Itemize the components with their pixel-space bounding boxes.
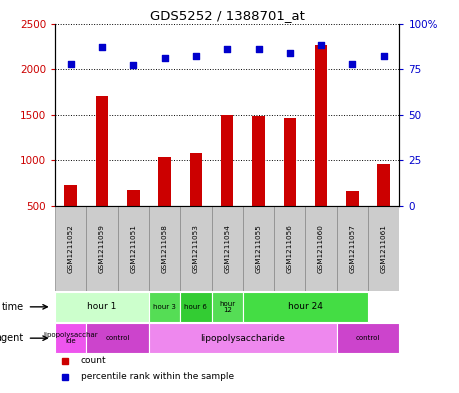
Bar [149,206,180,291]
Text: hour 24: hour 24 [288,302,323,311]
Text: GSM1211052: GSM1211052 [68,224,74,273]
Text: GSM1211054: GSM1211054 [224,224,230,273]
Point [98,44,106,50]
Text: GSM1211060: GSM1211060 [318,224,324,273]
Bar [127,190,140,206]
Bar [212,292,243,322]
Text: control: control [356,335,380,341]
Point [161,55,168,61]
Bar [221,115,234,206]
Point [255,46,262,52]
Bar [346,191,358,206]
Bar [149,323,337,353]
Text: agent: agent [0,333,24,343]
Text: GSM1211057: GSM1211057 [349,224,355,273]
Text: GSM1211055: GSM1211055 [256,224,262,273]
Bar [118,206,149,291]
Text: time: time [2,302,24,312]
Point [224,46,231,52]
Bar [212,206,243,291]
Text: GSM1211059: GSM1211059 [99,224,105,273]
Bar [55,323,86,353]
Bar [252,116,265,206]
Bar [86,206,118,291]
Bar [284,118,296,206]
Point [286,50,293,56]
Title: GDS5252 / 1388701_at: GDS5252 / 1388701_at [150,9,305,22]
Bar [149,292,180,322]
Bar [64,185,77,206]
Bar [86,323,149,353]
Text: hour
12: hour 12 [219,301,235,313]
Bar [158,156,171,206]
Bar [55,292,149,322]
Bar [368,206,399,291]
Bar [337,323,399,353]
Text: count: count [81,356,106,365]
Bar [190,153,202,206]
Text: control: control [106,335,130,341]
Text: hour 6: hour 6 [185,304,207,310]
Text: GSM1211053: GSM1211053 [193,224,199,273]
Bar [274,206,305,291]
Bar [96,96,108,206]
Text: lipopolysaccharide: lipopolysaccharide [201,334,285,343]
Bar [377,164,390,206]
Point [380,53,387,59]
Bar [180,292,212,322]
Bar [315,46,327,206]
Bar [243,292,368,322]
Bar [305,206,337,291]
Bar [337,206,368,291]
Point [129,62,137,69]
Text: GSM1211056: GSM1211056 [287,224,293,273]
Text: hour 3: hour 3 [153,304,176,310]
Point [192,53,200,59]
Point [67,61,74,67]
Text: GSM1211058: GSM1211058 [162,224,168,273]
Bar [55,206,86,291]
Text: hour 1: hour 1 [87,302,117,311]
Text: GSM1211051: GSM1211051 [130,224,136,273]
Text: GSM1211061: GSM1211061 [381,224,386,273]
Bar [180,206,212,291]
Point [349,61,356,67]
Bar [243,206,274,291]
Point [318,42,325,49]
Text: percentile rank within the sample: percentile rank within the sample [81,373,234,382]
Text: lipopolysacchar
ide: lipopolysacchar ide [44,332,98,344]
